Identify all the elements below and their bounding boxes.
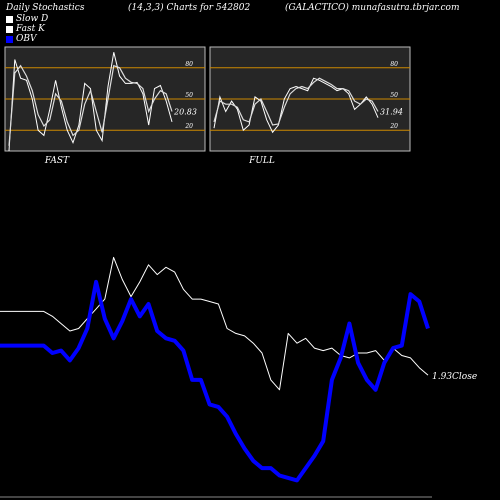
chart-type-title: Daily Stochastics (6, 3, 85, 13)
y-tick-label: 80 (185, 61, 193, 68)
series-line-fast-k (8, 52, 173, 152)
last-value-label: 20.83 (173, 107, 197, 116)
stock-source-title: (GALACTICO) munafasutra.tbrjar.com (285, 3, 460, 13)
fast-stochastics-panel: 80 50 20 20.83 FAST (4, 46, 206, 166)
legend-obv: OBV (6, 34, 37, 44)
full-stochastics-panel: 80 50 20 31.94 FULL (209, 46, 411, 166)
legend-swatch-icon (6, 15, 13, 23)
price-obv-panel: 1.93Close (0, 256, 477, 498)
series-line-slow-d (213, 77, 379, 126)
last-close-label: 1.93Close (432, 372, 477, 382)
chart-params-title: (14,3,3) Charts for 542802 (128, 3, 251, 13)
y-tick-label: 20 (184, 123, 193, 130)
panel-title: FULL (248, 156, 275, 166)
y-tick-label: 50 (390, 92, 398, 99)
panel-title: FAST (44, 156, 70, 166)
last-value-label: 31.94 (380, 107, 403, 116)
series-line-fast-k (213, 77, 379, 134)
legend-label: Fast K (16, 24, 45, 34)
legend-label: OBV (16, 34, 37, 44)
series-line-slow-d (8, 64, 173, 146)
y-tick-label: 20 (389, 123, 398, 130)
legend-swatch-icon (6, 25, 13, 33)
legend-swatch-icon (6, 35, 13, 43)
y-tick-label: 80 (390, 61, 398, 68)
legend-slow-d: Slow D (6, 14, 48, 24)
legend-label: Slow D (16, 14, 49, 24)
y-tick-label: 50 (185, 92, 193, 99)
obv-line (0, 279, 430, 483)
legend-fast-k: Fast K (6, 24, 45, 34)
